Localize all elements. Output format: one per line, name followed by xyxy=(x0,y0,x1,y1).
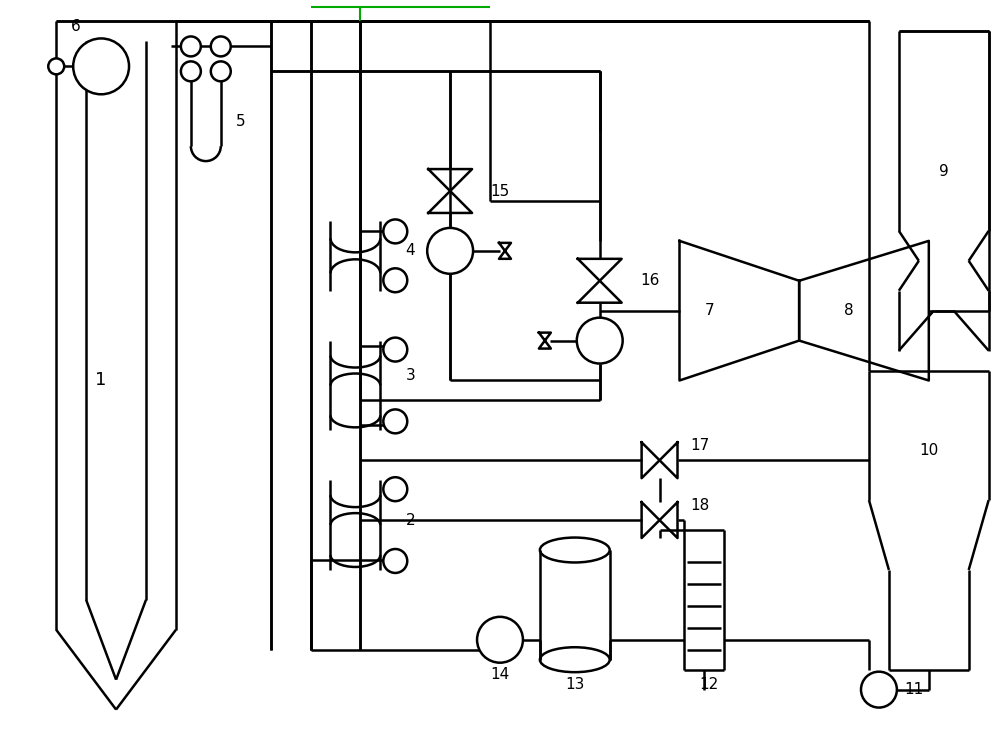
Text: 3: 3 xyxy=(405,368,415,383)
Text: 10: 10 xyxy=(919,443,938,458)
Text: 18: 18 xyxy=(690,498,709,513)
Text: 4: 4 xyxy=(405,243,415,258)
Text: 1: 1 xyxy=(95,372,107,390)
Circle shape xyxy=(383,268,407,292)
Circle shape xyxy=(181,37,201,56)
Circle shape xyxy=(181,62,201,81)
Circle shape xyxy=(383,549,407,573)
Text: 15: 15 xyxy=(490,183,510,198)
Circle shape xyxy=(383,219,407,243)
Circle shape xyxy=(383,409,407,433)
Text: 9: 9 xyxy=(939,164,949,179)
Circle shape xyxy=(477,617,523,662)
Circle shape xyxy=(48,59,64,74)
Text: 16: 16 xyxy=(640,273,659,288)
Circle shape xyxy=(861,671,897,707)
Circle shape xyxy=(577,318,623,363)
Text: 14: 14 xyxy=(490,667,510,682)
Circle shape xyxy=(73,38,129,95)
Circle shape xyxy=(427,228,473,274)
Text: 11: 11 xyxy=(904,682,923,697)
Circle shape xyxy=(383,338,407,361)
Circle shape xyxy=(211,62,231,81)
Text: 8: 8 xyxy=(844,303,854,318)
Text: 13: 13 xyxy=(565,677,584,692)
Text: 17: 17 xyxy=(690,438,709,453)
Text: 2: 2 xyxy=(405,513,415,528)
Text: 6: 6 xyxy=(71,19,81,34)
Text: 7: 7 xyxy=(705,303,714,318)
Text: 12: 12 xyxy=(700,677,719,692)
Text: 5: 5 xyxy=(236,113,246,128)
Circle shape xyxy=(211,37,231,56)
Circle shape xyxy=(383,477,407,501)
